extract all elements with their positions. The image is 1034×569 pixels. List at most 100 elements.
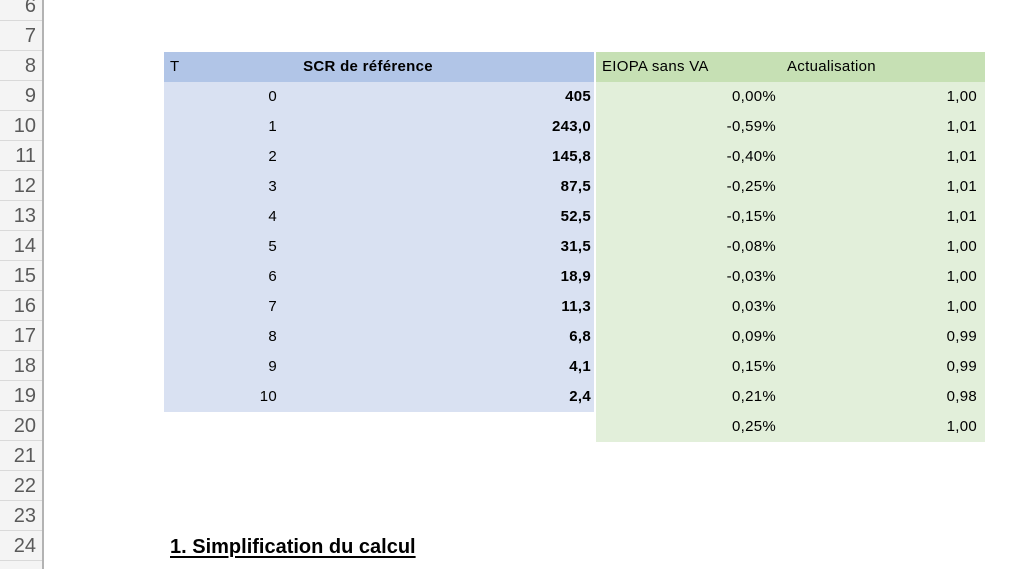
- cell-eiopa[interactable]: -0,40%: [726, 148, 776, 165]
- cell-eiopa[interactable]: 0,21%: [731, 388, 776, 405]
- scr-table: T SCR de référence 0 405 1 243,0 2 145,8…: [164, 52, 594, 412]
- row-header[interactable]: 8: [0, 52, 42, 81]
- row-header[interactable]: 21: [0, 442, 42, 471]
- cell-eiopa[interactable]: -0,08%: [726, 238, 776, 255]
- cell-t[interactable]: 1: [268, 118, 277, 135]
- table-row: -0,03% 1,00: [596, 262, 985, 292]
- header-cell-scr[interactable]: SCR de référence: [303, 58, 433, 75]
- row-header[interactable]: 13: [0, 202, 42, 231]
- row-header[interactable]: 17: [0, 322, 42, 351]
- row-header[interactable]: 6: [0, 0, 42, 21]
- table-row: 4 52,5: [164, 202, 594, 232]
- table-row: 10 2,4: [164, 382, 594, 412]
- table-row: 1 243,0: [164, 112, 594, 142]
- row-header[interactable]: 9: [0, 82, 42, 111]
- cell-actualisation[interactable]: 1,00: [946, 88, 977, 105]
- cell-t[interactable]: 2: [268, 148, 277, 165]
- cell-scr[interactable]: 243,0: [551, 118, 591, 135]
- table-row: 0,03% 1,00: [596, 292, 985, 322]
- cell-actualisation[interactable]: 0,99: [946, 328, 977, 345]
- row-header[interactable]: 12: [0, 172, 42, 201]
- cell-scr[interactable]: 87,5: [560, 178, 591, 195]
- cell-scr[interactable]: 18,9: [560, 268, 591, 285]
- row-header[interactable]: 11: [0, 142, 42, 171]
- cell-actualisation[interactable]: 0,99: [946, 358, 977, 375]
- row-header[interactable]: 19: [0, 382, 42, 411]
- table-row: 0,15% 0,99: [596, 352, 985, 382]
- cell-scr[interactable]: 11,3: [561, 298, 591, 315]
- header-cell-t[interactable]: T: [170, 58, 180, 75]
- table-row: -0,08% 1,00: [596, 232, 985, 262]
- cell-actualisation[interactable]: 1,00: [946, 238, 977, 255]
- cell-eiopa[interactable]: 0,09%: [731, 328, 776, 345]
- cell-eiopa[interactable]: 0,15%: [731, 358, 776, 375]
- header-cell-eiopa[interactable]: EIOPA sans VA: [602, 58, 709, 75]
- row-header[interactable]: 15: [0, 262, 42, 291]
- row-header[interactable]: 16: [0, 292, 42, 321]
- table-row: 5 31,5: [164, 232, 594, 262]
- cell-actualisation[interactable]: 1,01: [946, 208, 977, 225]
- cell-eiopa[interactable]: -0,59%: [726, 118, 776, 135]
- cell-eiopa[interactable]: -0,15%: [726, 208, 776, 225]
- row-header[interactable]: 18: [0, 352, 42, 381]
- cell-eiopa[interactable]: 0,03%: [731, 298, 776, 315]
- cell-actualisation[interactable]: 1,00: [946, 418, 977, 435]
- cell-scr[interactable]: 2,4: [569, 388, 591, 405]
- row-header[interactable]: 23: [0, 502, 42, 531]
- cell-scr[interactable]: 6,8: [569, 328, 591, 345]
- cell-t[interactable]: 7: [268, 298, 277, 315]
- table-row: -0,25% 1,01: [596, 172, 985, 202]
- table-row: 2 145,8: [164, 142, 594, 172]
- row-header[interactable]: 10: [0, 112, 42, 141]
- section-heading[interactable]: 1. Simplification du calcul: [170, 536, 416, 558]
- table-row: -0,40% 1,01: [596, 142, 985, 172]
- cell-scr[interactable]: 52,5: [560, 208, 591, 225]
- header-cell-actualisation[interactable]: Actualisation: [787, 58, 876, 75]
- cell-scr[interactable]: 4,1: [569, 358, 591, 375]
- table-row: 0,21% 0,98: [596, 382, 985, 412]
- cell-actualisation[interactable]: 1,00: [946, 298, 977, 315]
- cell-t[interactable]: 3: [268, 178, 277, 195]
- table-row: -0,59% 1,01: [596, 112, 985, 142]
- row-header[interactable]: 20: [0, 412, 42, 441]
- row-header[interactable]: 22: [0, 472, 42, 501]
- row-header[interactable]: 24: [0, 532, 42, 561]
- cell-actualisation[interactable]: 1,01: [946, 148, 977, 165]
- cell-scr[interactable]: 405: [565, 88, 591, 105]
- table-row: 0,09% 0,99: [596, 322, 985, 352]
- cell-t[interactable]: 6: [268, 268, 277, 285]
- row-header[interactable]: 7: [0, 22, 42, 51]
- scr-table-header-row: T SCR de référence: [164, 52, 594, 82]
- cell-actualisation[interactable]: 1,01: [946, 118, 977, 135]
- cell-scr[interactable]: 31,5: [560, 238, 591, 255]
- eiopa-table: EIOPA sans VA Actualisation 0,00% 1,00 -…: [596, 52, 985, 442]
- header-cell-filler: [455, 52, 594, 82]
- cell-t[interactable]: 4: [268, 208, 277, 225]
- table-row: 7 11,3: [164, 292, 594, 322]
- cell-t[interactable]: 10: [259, 388, 277, 405]
- cell-t[interactable]: 0: [268, 88, 277, 105]
- cell-eiopa[interactable]: -0,25%: [726, 178, 776, 195]
- table-row: 0,25% 1,00: [596, 412, 985, 442]
- table-row: 6 18,9: [164, 262, 594, 292]
- cell-t[interactable]: 5: [268, 238, 277, 255]
- cell-actualisation[interactable]: 1,00: [946, 268, 977, 285]
- cell-actualisation[interactable]: 0,98: [946, 388, 977, 405]
- table-row: 0 405: [164, 82, 594, 112]
- cell-t[interactable]: 9: [268, 358, 277, 375]
- cell-eiopa[interactable]: 0,25%: [731, 418, 776, 435]
- cell-actualisation[interactable]: 1,01: [946, 178, 977, 195]
- cell-t[interactable]: 8: [268, 328, 277, 345]
- eiopa-table-header-row: EIOPA sans VA Actualisation: [596, 52, 985, 82]
- table-row: 3 87,5: [164, 172, 594, 202]
- cell-scr[interactable]: 145,8: [551, 148, 591, 165]
- table-row: -0,15% 1,01: [596, 202, 985, 232]
- cell-eiopa[interactable]: -0,03%: [726, 268, 776, 285]
- row-header[interactable]: 14: [0, 232, 42, 261]
- row-header-gutter: 6 7 8 9 10 11 12 13 14 15 16 17 18 19 20…: [0, 0, 44, 569]
- table-row: 9 4,1: [164, 352, 594, 382]
- table-row: 8 6,8: [164, 322, 594, 352]
- table-row: 0,00% 1,00: [596, 82, 985, 112]
- cell-eiopa[interactable]: 0,00%: [731, 88, 776, 105]
